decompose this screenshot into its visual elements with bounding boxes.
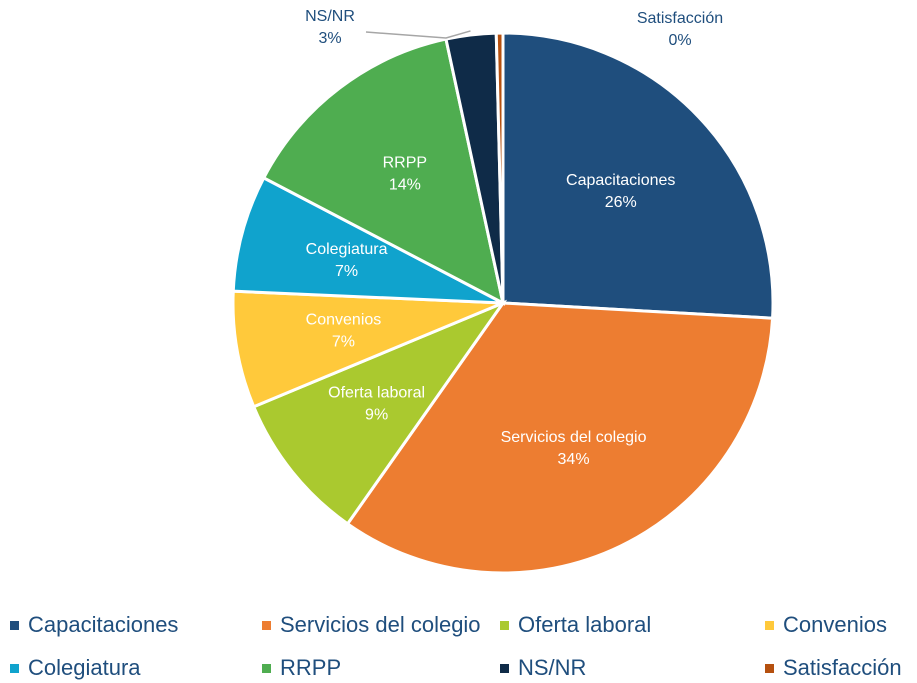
legend-label: Colegiatura xyxy=(28,655,141,680)
legend-label: Convenios xyxy=(783,612,887,637)
legend-swatch xyxy=(765,621,774,630)
legend-label: RRPP xyxy=(280,655,341,680)
slice-label: NS/NR xyxy=(305,8,355,25)
pie-slice xyxy=(231,175,504,305)
slice-label: Servicios del colegio xyxy=(501,429,647,446)
legend-swatch xyxy=(262,664,271,673)
legend-swatch xyxy=(10,621,19,630)
slice-value: 7% xyxy=(335,263,358,280)
slice-value: 7% xyxy=(332,333,355,350)
slice-label: Oferta laboral xyxy=(328,385,425,402)
legend-swatch xyxy=(765,664,774,673)
legend-label: Servicios del colegio xyxy=(280,612,481,637)
legend-swatch xyxy=(262,621,271,630)
pie-slice xyxy=(501,31,775,320)
pie-slice xyxy=(494,31,505,304)
legend-label: Satisfacción xyxy=(783,655,902,680)
pie-slice xyxy=(261,37,506,306)
slice-label: Colegiatura xyxy=(306,241,388,258)
legend-swatch xyxy=(500,664,509,673)
slice-value: 14% xyxy=(389,176,421,193)
legend-label: Capacitaciones xyxy=(28,612,178,637)
slice-value: 34% xyxy=(558,451,590,468)
pie-slice xyxy=(231,289,504,409)
slice-value: 9% xyxy=(365,407,388,424)
legend-label: Oferta laboral xyxy=(518,612,651,637)
slice-value: 26% xyxy=(605,194,637,211)
slice-label: RRPP xyxy=(383,154,427,171)
slice-value: 3% xyxy=(318,30,341,47)
legend-swatch xyxy=(500,621,509,630)
legend-swatch xyxy=(10,664,19,673)
slice-label: Capacitaciones xyxy=(566,172,675,189)
pie-slice xyxy=(251,299,508,526)
leader-line xyxy=(365,30,471,39)
pie-slice xyxy=(345,301,775,575)
slice-value: 0% xyxy=(668,32,691,49)
slice-label: Satisfacción xyxy=(637,10,723,27)
legend-label: NS/NR xyxy=(518,655,586,680)
slice-label: Convenios xyxy=(306,311,382,328)
